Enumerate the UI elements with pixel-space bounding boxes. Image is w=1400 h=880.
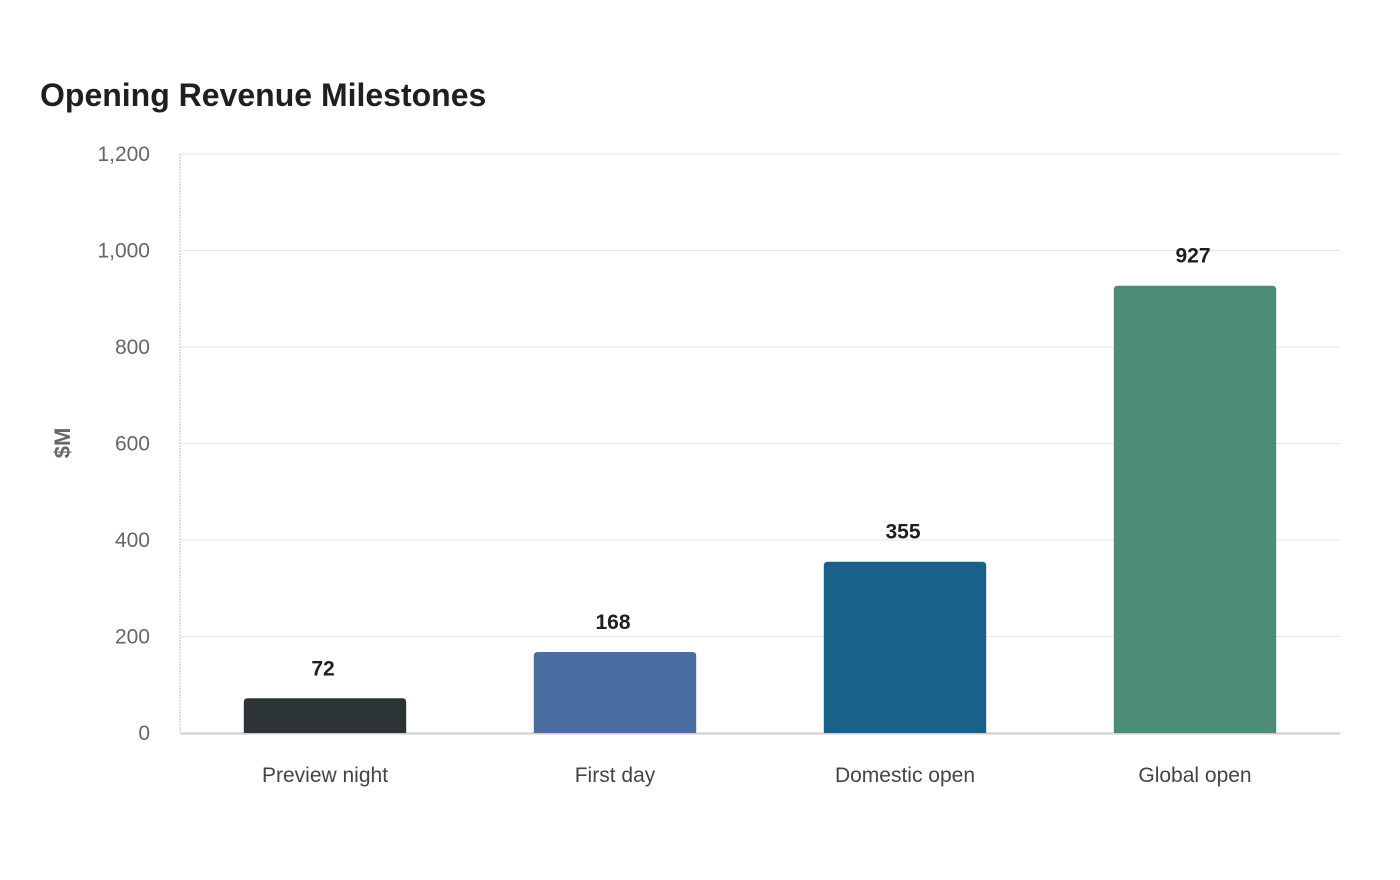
x-category-label: First day	[575, 764, 656, 787]
y-axis-title: $M	[50, 428, 75, 459]
bar-first-day	[534, 652, 696, 733]
data-label: 355	[885, 521, 920, 544]
data-labels: 72 168 355 927	[311, 245, 1210, 681]
y-tick-label: 600	[115, 433, 150, 456]
y-tick-label: 1,200	[97, 143, 150, 166]
data-label: 72	[311, 657, 334, 680]
y-tick-label: 1,000	[97, 240, 150, 263]
x-category-label: Preview night	[262, 764, 388, 787]
x-category-label: Global open	[1138, 764, 1251, 787]
x-category-label: Domestic open	[835, 764, 975, 787]
y-tick-label: 0	[138, 722, 150, 745]
y-tick-label: 200	[115, 626, 150, 649]
bars	[244, 286, 1276, 733]
data-label: 168	[595, 611, 630, 634]
data-label: 927	[1175, 245, 1210, 268]
y-tick-label: 800	[115, 336, 150, 359]
bar-global-open	[1114, 286, 1276, 733]
x-axis-categories: Preview night First day Domestic open Globa…	[262, 764, 1252, 787]
y-tick-label: 400	[115, 529, 150, 552]
y-axis-ticks: 0 200 400 600 800 1,000 1,200	[97, 143, 150, 745]
bar-preview-night	[244, 698, 406, 733]
bar-domestic-open	[824, 562, 986, 733]
